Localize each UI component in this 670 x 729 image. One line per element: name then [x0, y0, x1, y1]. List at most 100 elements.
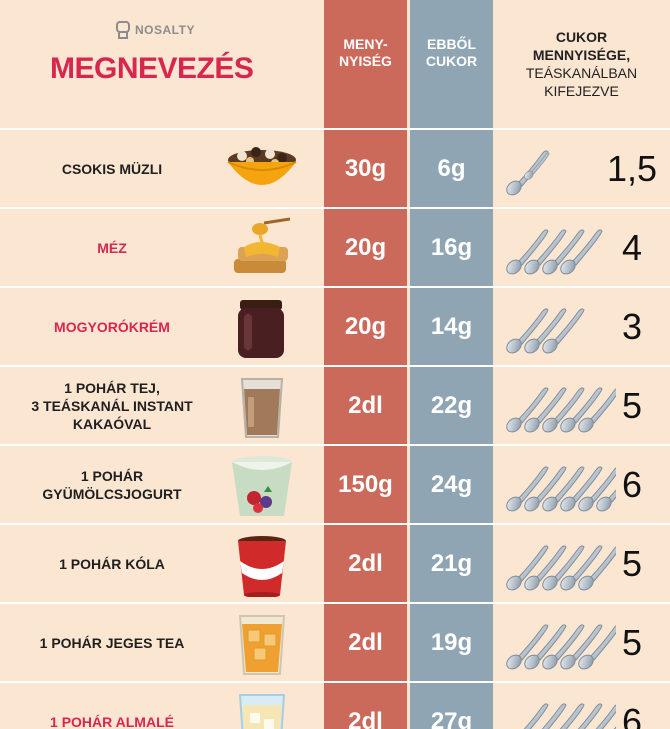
- sugar-value: 27g: [430, 707, 473, 729]
- teaspoon-icon: [524, 387, 567, 433]
- table-header: NOSALTY MEGNEVEZÉS MENY- NYISÉG EBBŐL CU…: [0, 0, 670, 128]
- food-name-line1: 1 POHÁR ALMALÉ: [50, 713, 174, 729]
- teaspoon-icon: [524, 466, 567, 512]
- teaspoons-icon: [506, 624, 616, 670]
- quantity-column: [324, 0, 407, 729]
- food-name-line1: 1 POHÁR KÓLA: [59, 555, 165, 572]
- teaspoons-icon: [506, 545, 616, 591]
- teaspoon-icon: [560, 545, 603, 591]
- quantity-header-line1: MENY-: [343, 36, 388, 52]
- teaspoon-icon: [506, 229, 549, 275]
- quantity-value: 2dl: [348, 628, 383, 656]
- sugar-value: 14g: [430, 312, 473, 340]
- quantity-value: 30g: [344, 154, 387, 182]
- table-row: 1 POHÁR TEJ, 3 TEÁSKANÁL INSTANT KAKAÓVAL 2…: [0, 365, 670, 444]
- teaspoon-icon: [506, 387, 549, 433]
- teaspoon-count: 5: [621, 621, 643, 663]
- teaspoon-icon: [506, 545, 549, 591]
- teaspoon-icon: [559, 703, 585, 729]
- teaspoon-icon: [578, 388, 616, 433]
- table-row: 1 POHÁR KÓLA 2dl 21g 5: [0, 523, 670, 602]
- chef-hat-icon: [116, 21, 130, 39]
- spoons-header-line1: CUKOR: [555, 29, 608, 45]
- page-title: MEGNEVEZÉS: [50, 52, 254, 85]
- teaspoon-icon: [542, 387, 585, 433]
- sugar-value: 21g: [430, 549, 473, 577]
- food-name: MÉZ: [12, 209, 212, 286]
- brand-logo-text: NOSALTY: [135, 23, 195, 37]
- food-name-line2: GYÜMÖLCSJOGURT: [42, 485, 182, 502]
- half-teaspoon-icon: [524, 152, 550, 180]
- food-name: MOGYORÓKRÉM: [12, 288, 212, 365]
- teaspoon-icon: [506, 624, 549, 670]
- teaspoons-icon: [506, 150, 550, 196]
- teaspoon-icon: [506, 466, 549, 512]
- sugar-value: 22g: [430, 391, 473, 419]
- sugar-value: 24g: [430, 470, 473, 498]
- cocoa-glass-icon: [220, 375, 304, 439]
- food-name: 1 POHÁR JEGES TEA: [12, 604, 212, 681]
- teaspoon-count: 5: [621, 542, 643, 584]
- quantity-value: 2dl: [348, 707, 383, 729]
- sugar-value: 6g: [437, 154, 466, 182]
- food-name-line1: CSOKIS MÜZLI: [61, 160, 163, 177]
- food-name: 1 POHÁR GYÜMÖLCSJOGURT: [12, 446, 212, 523]
- teaspoons-icon: [506, 466, 616, 512]
- honey-toast-icon: [220, 217, 304, 281]
- cereal-bowl-icon: [220, 138, 304, 202]
- food-name-line1: 1 POHÁR TEJ,: [64, 379, 160, 396]
- spoons-header: CUKOR MENNYISÉGE, TEÁSKANÁLBAN KIFEJEZVE: [493, 28, 670, 100]
- teaspoon-icon: [524, 624, 567, 670]
- quantity-value: 20g: [344, 233, 387, 261]
- food-name: CSOKIS MÜZLI: [12, 130, 212, 207]
- food-name: 1 POHÁR TEJ, 3 TEÁSKANÁL INSTANT KAKAÓVAL: [12, 367, 212, 444]
- teaspoon-icon: [578, 625, 616, 670]
- table-row: 1 POHÁR JEGES TEA 2dl 19g 5: [0, 602, 670, 681]
- apple-juice-glass-icon: [220, 691, 304, 729]
- teaspoon-count: 4: [621, 226, 643, 268]
- fruit-yogurt-icon: [220, 454, 304, 518]
- brand-logo: NOSALTY: [115, 21, 195, 39]
- table-row: CSOKIS MÜZLI 30g 6g 1,5: [0, 128, 670, 207]
- sugar-header: EBBŐL CUKOR: [410, 36, 493, 70]
- teaspoon-count: 5: [621, 384, 643, 426]
- teaspoons-icon: [506, 229, 603, 275]
- teaspoon-icon: [560, 624, 603, 670]
- teaspoon-icon: [542, 308, 585, 354]
- teaspoon-count: 6: [621, 700, 643, 729]
- teaspoons-icon: [506, 387, 616, 433]
- teaspoon-icon: [560, 229, 603, 275]
- teaspoon-icon: [577, 703, 603, 729]
- teaspoon-icon: [541, 703, 567, 729]
- sugar-header-line1: EBBŐL: [427, 36, 476, 52]
- teaspoon-icon: [560, 387, 603, 433]
- teaspoon-icon: [578, 467, 616, 512]
- sugar-value: 19g: [430, 628, 473, 656]
- quantity-header: MENY- NYISÉG: [324, 36, 407, 70]
- teaspoon-icon: [542, 229, 585, 275]
- table-row: 1 POHÁR GYÜMÖLCSJOGURT 150g 24g 6: [0, 444, 670, 523]
- quantity-value: 20g: [344, 312, 387, 340]
- teaspoon-count: 1,5: [606, 147, 658, 189]
- teaspoon-icon: [506, 308, 549, 354]
- spoons-header-line4: KIFEJEZVE: [544, 83, 619, 99]
- teaspoon-icon: [542, 624, 585, 670]
- cola-cup-icon: [220, 533, 304, 598]
- teaspoon-icon: [523, 703, 549, 729]
- teaspoon-icon: [542, 545, 585, 591]
- spoons-header-line2: MENNYISÉGE,: [532, 47, 631, 63]
- teaspoon-icon: [524, 545, 567, 591]
- food-name-line1: MÉZ: [97, 239, 127, 256]
- sugar-value: 16g: [430, 233, 473, 261]
- quantity-value: 2dl: [348, 549, 383, 577]
- teaspoon-icon: [524, 308, 567, 354]
- food-name: 1 POHÁR KÓLA: [12, 525, 212, 602]
- food-name-line2: 3 TEÁSKANÁL INSTANT: [31, 397, 193, 414]
- food-name-line1: 1 POHÁR JEGES TEA: [39, 634, 185, 651]
- hazelnut-spread-jar-icon: [220, 296, 304, 360]
- spoons-header-line3: TEÁSKANÁLBAN: [525, 65, 638, 81]
- teaspoon-icon: [560, 466, 603, 512]
- teaspoon-icon: [524, 229, 567, 275]
- food-name-line3: KAKAÓVAL: [72, 415, 152, 432]
- quantity-value: 150g: [338, 470, 393, 498]
